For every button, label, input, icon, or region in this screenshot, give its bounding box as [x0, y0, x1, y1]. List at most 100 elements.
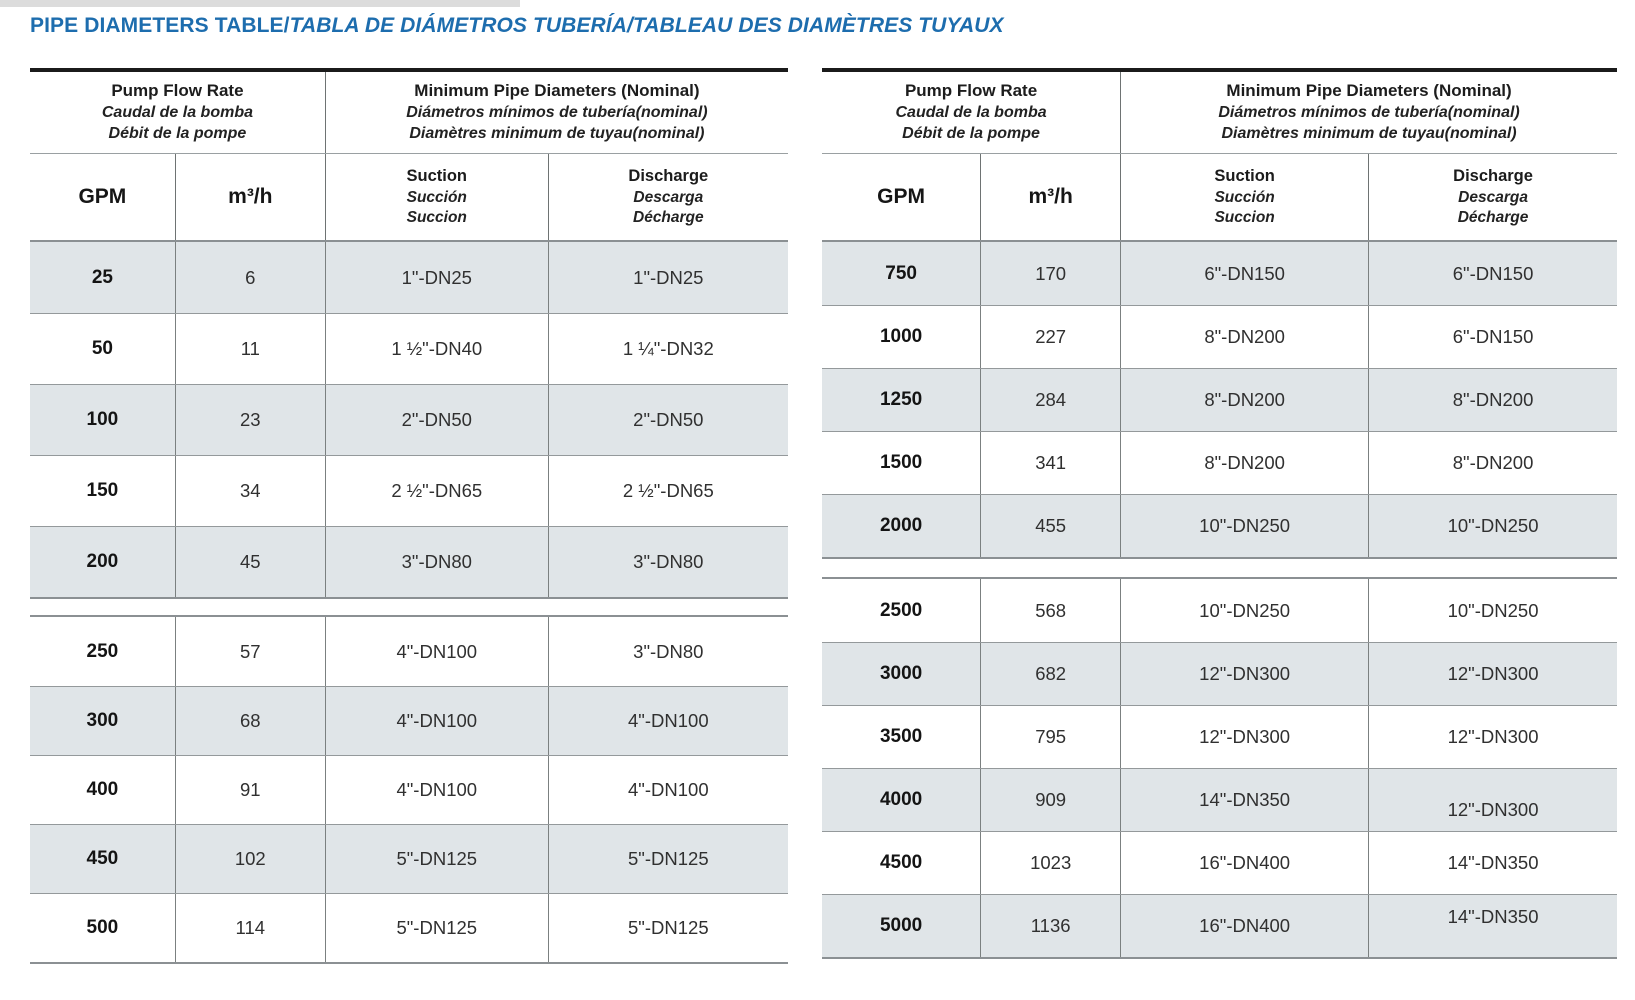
section-gap — [822, 559, 1617, 579]
suction-value: 2"-DN50 — [324, 385, 548, 455]
suction-value: 8"-DN200 — [1120, 369, 1368, 431]
gpm-value: 1250 — [879, 389, 923, 410]
suction-value: 8"-DN200 — [1120, 306, 1368, 368]
table-section: 250 57 4"-DN100 3"-DN80 300 68 4"-DN100 4"-DN10… — [30, 617, 788, 964]
table-row: 400 91 4"-DN100 4"-DN100 — [30, 755, 788, 824]
gpm-value: 100 — [86, 409, 119, 430]
column-header-row: GPM m³/h Suction Succión Succion Dischar… — [822, 154, 1617, 242]
discharge-value: 14"-DN350 — [1368, 832, 1617, 894]
m3h-value: 6 — [174, 242, 325, 313]
m3h-value: 57 — [174, 617, 325, 686]
suction-value: 1"-DN25 — [324, 242, 548, 313]
page-title-translations: TABLA DE DIÁMETROS TUBERÍA/TABLEAU DES D… — [289, 14, 1004, 37]
m3h-value: 23 — [174, 385, 325, 455]
discharge-header: Discharge Descarga Décharge — [547, 154, 788, 240]
discharge-value: 12"-DN300 — [1368, 706, 1617, 768]
discharge-value: 3"-DN80 — [547, 617, 788, 686]
flow-rate-label-en: Pump Flow Rate — [111, 81, 244, 101]
suction-header: Suction Succión Succion — [324, 154, 548, 240]
flow-rate-group-header: Pump Flow Rate Caudal de la bomba Débit … — [30, 72, 325, 153]
gpm-value: 2500 — [879, 599, 923, 621]
discharge-value: 8"-DN200 — [1368, 369, 1617, 431]
discharge-value: 14"-DN350 — [1368, 895, 1617, 957]
m3h-value: 11 — [174, 314, 325, 384]
m3h-value: 341 — [980, 432, 1120, 494]
suction-value: 5"-DN125 — [324, 825, 548, 893]
diameters-group-header: Minimum Pipe Diameters (Nominal) Diámetr… — [324, 72, 788, 153]
suction-header: Suction Succión Succion — [1120, 154, 1368, 240]
discharge-value: 6"-DN150 — [1368, 242, 1617, 305]
table-row: 2000 455 10"-DN250 10"-DN250 — [822, 494, 1617, 557]
discharge-value: 2 ½"-DN65 — [547, 456, 788, 526]
gpm-header: GPM — [877, 185, 926, 208]
gpm-value: 500 — [86, 917, 119, 938]
discharge-value: 10"-DN250 — [1368, 579, 1617, 642]
diameters-label-es: Diámetros mínimos de tubería(nominal) — [1218, 104, 1520, 122]
suction-value: 6"-DN150 — [1120, 242, 1368, 305]
pipe-table-right: Pump Flow Rate Caudal de la bomba Débit … — [822, 68, 1617, 959]
suction-value: 16"-DN400 — [1120, 895, 1368, 957]
m3h-value: 68 — [174, 687, 325, 755]
m3h-value: 102 — [174, 825, 325, 893]
flow-rate-label-es: Caudal de la bomba — [895, 104, 1047, 122]
section-gap — [30, 599, 788, 617]
table-row: 4500 1023 16"-DN400 14"-DN350 — [822, 831, 1617, 894]
suction-value: 12"-DN300 — [1120, 706, 1368, 768]
suction-value: 4"-DN100 — [324, 756, 548, 824]
table-row: 25 6 1"-DN25 1"-DN25 — [30, 242, 788, 313]
scan-edge-strip — [0, 0, 520, 7]
page-title-main: PIPE DIAMETERS TABLE/ — [30, 14, 290, 37]
table-row: 1250 284 8"-DN200 8"-DN200 — [822, 368, 1617, 431]
table-row: 50 11 1 ½"-DN40 1 ¼"-DN32 — [30, 313, 788, 384]
m3h-value: 909 — [980, 769, 1120, 831]
table-row: 1500 341 8"-DN200 8"-DN200 — [822, 431, 1617, 494]
diameters-label-es: Diámetros mínimos de tubería(nominal) — [406, 104, 708, 122]
discharge-value: 4"-DN100 — [547, 687, 788, 755]
m3h-value: 114 — [174, 894, 325, 962]
discharge-value: 12"-DN300 — [1368, 769, 1617, 831]
gpm-value: 50 — [91, 338, 113, 359]
discharge-header: Discharge Descarga Décharge — [1368, 154, 1617, 240]
discharge-value: 5"-DN125 — [547, 825, 788, 893]
discharge-value: 1"-DN25 — [547, 242, 788, 313]
column-header-row: GPM m³/h Suction Succión Succion Dischar… — [30, 154, 788, 242]
suction-value: 3"-DN80 — [324, 527, 548, 597]
gpm-value: 4000 — [879, 789, 923, 810]
diameters-label-fr: Diamètres minimum de tuyau(nominal) — [409, 124, 705, 142]
table-section: 2500 568 10"-DN250 10"-DN250 3000 682 12"-DN30… — [822, 579, 1617, 959]
table-row: 2500 568 10"-DN250 10"-DN250 — [822, 579, 1617, 642]
suction-value: 10"-DN250 — [1120, 495, 1368, 557]
gpm-value: 750 — [885, 262, 917, 284]
flow-rate-label-fr: Débit de la pompe — [108, 124, 247, 142]
table-row: 200 45 3"-DN80 3"-DN80 — [30, 526, 788, 597]
discharge-value: 4"-DN100 — [547, 756, 788, 824]
gpm-value: 5000 — [879, 915, 923, 936]
table-row: 500 114 5"-DN125 5"-DN125 — [30, 893, 788, 962]
flow-rate-label-es: Caudal de la bomba — [101, 104, 253, 122]
flow-rate-label-fr: Débit de la pompe — [902, 124, 1040, 142]
suction-value: 14"-DN350 — [1120, 769, 1368, 831]
diameters-label-en: Minimum Pipe Diameters (Nominal) — [414, 81, 700, 101]
m3h-header: m³/h — [174, 154, 325, 240]
pipe-table-left: Pump Flow Rate Caudal de la bomba Débit … — [30, 68, 788, 964]
m3h-value: 34 — [174, 456, 325, 526]
suction-value: 4"-DN100 — [324, 617, 548, 686]
discharge-value: 10"-DN250 — [1368, 495, 1617, 557]
table-row: 250 57 4"-DN100 3"-DN80 — [30, 617, 788, 686]
m3h-value: 91 — [174, 756, 325, 824]
table-row: 3500 795 12"-DN300 12"-DN300 — [822, 705, 1617, 768]
diameters-label-en: Minimum Pipe Diameters (Nominal) — [1226, 81, 1512, 101]
m3h-value: 1136 — [980, 895, 1120, 957]
m3h-value: 45 — [174, 527, 325, 597]
diameters-group-header: Minimum Pipe Diameters (Nominal) Diámetr… — [1120, 72, 1617, 153]
gpm-value: 1000 — [879, 326, 923, 347]
table-row: 750 170 6"-DN150 6"-DN150 — [822, 242, 1617, 305]
suction-value: 8"-DN200 — [1120, 432, 1368, 494]
gpm-header: GPM — [78, 185, 127, 208]
gpm-value: 2000 — [879, 515, 923, 536]
discharge-value: 5"-DN125 — [547, 894, 788, 962]
m3h-value: 455 — [980, 495, 1120, 557]
suction-value: 5"-DN125 — [324, 894, 548, 962]
m3h-value: 1023 — [980, 832, 1120, 894]
table-section: 750 170 6"-DN150 6"-DN150 1000 227 8"-DN200 6"-… — [822, 242, 1617, 559]
